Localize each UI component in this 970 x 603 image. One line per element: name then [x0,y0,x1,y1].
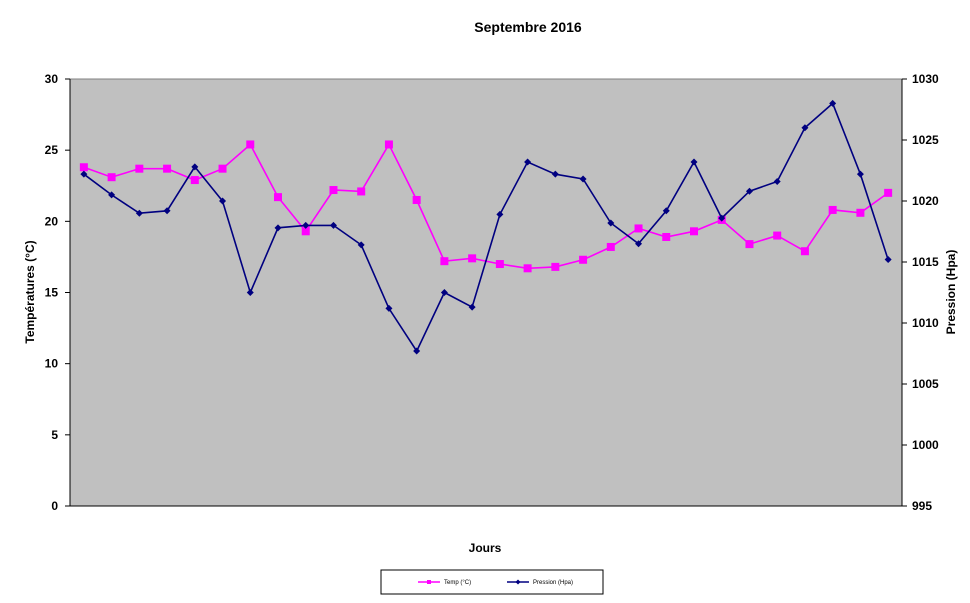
legend-label-temp: Temp (°C) [444,580,471,586]
y-axis-title: Températures (°C) [23,240,37,343]
left-tick-label: 30 [45,72,59,86]
temp-point [690,227,698,236]
chart-title: Septembre 2016 [474,19,582,35]
pression-point [524,158,532,166]
temp-point [800,247,809,256]
right-tick-label: 1030 [912,72,939,86]
legend-marker-temp [427,580,431,584]
pression-point [690,158,698,166]
temp-point [357,187,366,196]
right-tick-label: 1025 [912,133,939,147]
pression-point [274,224,282,232]
pression-point [468,303,476,311]
pression-point [829,99,837,107]
legend-label-pression: Pression (Hpa) [533,580,573,586]
right-tick-label: 1010 [912,316,939,330]
temp-point [329,186,338,195]
pression-point [551,170,559,178]
legend: Temp (°C) Pression (Hpa) [380,569,604,595]
pression-point [246,289,254,296]
temp-point [107,173,116,182]
right-tick-label: 1020 [912,194,939,208]
temp-point [274,193,282,202]
left-y-ticks: 0 5 10 15 20 25 30 [45,72,70,513]
temp-point [468,254,477,263]
pression-point [856,170,864,178]
pression-point [884,256,892,264]
pression-point [80,170,88,178]
right-tick-label: 995 [912,499,932,513]
temp-point [163,164,172,173]
pression-point [219,197,227,205]
temp-point [218,164,227,173]
temp-point [301,227,310,236]
temp-point [884,188,893,197]
pression-point [635,240,643,248]
pression-point [357,241,365,249]
left-tick-label: 10 [45,357,59,371]
pression-point [385,304,393,312]
pression-point [135,209,143,217]
left-tick-label: 20 [45,214,59,228]
pression-point [413,347,421,355]
temp-point [773,231,782,240]
temp-point [440,257,449,266]
temp-point [190,176,199,185]
temp-point [523,264,532,273]
pression-point [191,163,199,171]
temp-point [246,140,255,149]
left-tick-label: 15 [45,286,59,300]
right-tick-label: 1005 [912,377,939,391]
pression-point [579,175,587,183]
pression-point [773,177,781,185]
temp-point [79,163,88,172]
plot-area [69,78,903,507]
series-layer [79,99,893,355]
x-axis-title: Jours [469,541,502,555]
pression-point [662,207,670,215]
pression-point [108,191,116,199]
temp-point [384,140,393,149]
left-tick-label: 25 [45,143,59,157]
temp-point [634,224,643,233]
pression-point [496,210,504,218]
y2-axis-title: Pression (Hpa) [944,250,958,335]
temp-point [662,232,671,241]
series-line-1 [83,102,889,353]
legend-box [380,569,604,595]
temp-point [606,242,615,251]
temp-point [745,240,754,249]
legend-marker-pression [515,579,521,585]
pression-point [607,219,615,227]
pression-point [163,207,171,215]
pression-point [329,221,337,229]
temp-point [856,208,865,217]
pression-point [745,187,753,195]
left-tick-label: 0 [51,499,58,513]
temp-point [412,195,421,204]
pression-point [302,221,310,229]
left-tick-label: 5 [51,428,58,442]
temp-point [828,205,837,214]
right-y-ticks: 995 1000 1005 1010 1015 1020 1025 1030 [902,72,939,513]
temp-point [135,164,144,173]
pression-point [801,124,809,132]
temp-point [495,260,504,269]
pression-point [718,214,726,222]
right-tick-label: 1015 [912,255,939,269]
temp-point [579,255,588,264]
right-tick-label: 1000 [912,438,939,452]
temp-point [551,262,560,271]
pression-point [440,289,448,296]
